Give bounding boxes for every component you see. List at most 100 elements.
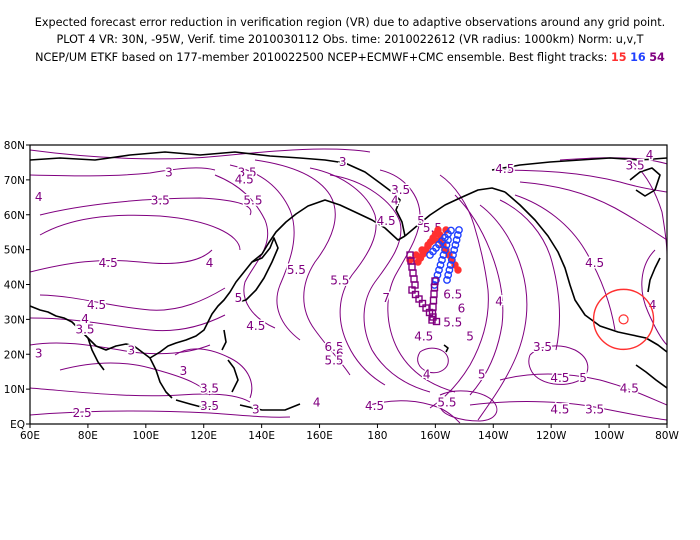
track-16-marker bbox=[443, 276, 451, 284]
contour-line bbox=[30, 342, 211, 355]
track-16-marker bbox=[436, 261, 445, 269]
contour-line bbox=[59, 362, 211, 396]
contour-line bbox=[39, 197, 252, 216]
track-16-marker bbox=[435, 266, 443, 274]
contour-label: 3.5 bbox=[75, 322, 94, 336]
contour-label: 7 bbox=[382, 291, 390, 305]
lat-tick-label: 70N bbox=[4, 175, 25, 187]
track-16-marker bbox=[445, 266, 454, 274]
track-54-label: 54 bbox=[649, 51, 665, 64]
track-16-marker bbox=[452, 236, 461, 244]
contour-label: 3.5 bbox=[533, 340, 552, 354]
lon-tick-label: 120E bbox=[190, 430, 217, 442]
contour-label: 5.5 bbox=[437, 396, 456, 410]
alaska-coast bbox=[404, 187, 506, 237]
contour-label: 2.5 bbox=[73, 406, 92, 420]
verification-region-circle bbox=[592, 288, 655, 351]
track-16-marker bbox=[444, 271, 453, 279]
japan-islands bbox=[237, 237, 279, 303]
contour-label: 3.5 bbox=[626, 158, 645, 172]
lon-tick-label: 60E bbox=[20, 430, 40, 442]
contour-line bbox=[519, 181, 667, 241]
lon-tick-label: 140W bbox=[478, 430, 509, 442]
track-16-marker bbox=[455, 226, 463, 234]
contour-line bbox=[309, 167, 386, 386]
lat-tick-label: EQ bbox=[10, 419, 25, 431]
contour-label: 5 bbox=[478, 368, 486, 382]
contour-label: 4.5 bbox=[377, 214, 396, 228]
contour-label: 4 bbox=[313, 396, 321, 410]
contour-line bbox=[39, 287, 226, 311]
verification-region-center bbox=[618, 314, 629, 325]
contour-label: 4.5 bbox=[550, 403, 569, 417]
asia-east-south-coast bbox=[30, 199, 406, 359]
lon-tick-label: 120W bbox=[536, 430, 567, 442]
contour-line bbox=[30, 148, 371, 160]
contour-label: 6 bbox=[458, 301, 466, 315]
contour-label: 3.5 bbox=[151, 193, 170, 207]
track-16-marker bbox=[449, 251, 457, 259]
lat-tick-label: 20N bbox=[4, 349, 25, 361]
track-16-marker bbox=[453, 231, 462, 239]
lat-tick-label: 50N bbox=[4, 245, 25, 257]
lon-tick-label: 180 bbox=[367, 430, 387, 442]
lat-tick-label: 10N bbox=[4, 384, 25, 396]
contour-label: 4.5 bbox=[620, 382, 639, 396]
track-16-marker bbox=[451, 241, 460, 249]
new-guinea-coast bbox=[239, 403, 301, 411]
malay-peninsula bbox=[149, 357, 173, 399]
lon-tick-label: 160W bbox=[420, 430, 451, 442]
contour-label: 3 bbox=[165, 165, 173, 179]
lat-tick-label: 30N bbox=[4, 314, 25, 326]
contour-label: 5 bbox=[579, 371, 587, 385]
contour-label: 5 bbox=[466, 329, 474, 343]
borneo-coast bbox=[175, 399, 216, 409]
track-16-marker bbox=[441, 246, 449, 254]
contour-label: 4.5 bbox=[365, 399, 384, 413]
contour-label: 4.5 bbox=[246, 319, 265, 333]
track-15-marker bbox=[434, 226, 442, 234]
contour-label: 3 bbox=[35, 347, 43, 361]
contour-label: 3.5 bbox=[200, 382, 219, 396]
contour-label: 3 bbox=[339, 155, 347, 169]
track-16-marker bbox=[432, 276, 440, 284]
contour-label: 4.5 bbox=[495, 162, 514, 176]
contour-label: 5.5 bbox=[243, 193, 262, 207]
contour-label: 4 bbox=[81, 312, 89, 326]
contour-line bbox=[499, 373, 667, 406]
contour-label: 3.5 bbox=[200, 399, 219, 413]
contour-label: 4.5 bbox=[550, 371, 569, 385]
contour-label: 4.5 bbox=[235, 172, 254, 186]
track-54-marker bbox=[432, 317, 441, 326]
contour-line bbox=[30, 410, 291, 418]
contour-label: 6.5 bbox=[324, 340, 343, 354]
header-line-2: PLOT 4 VR: 30N, -95W, Verif. time 201003… bbox=[56, 33, 644, 46]
contour-label: 5.5 bbox=[324, 354, 343, 368]
contour-label: 6 bbox=[336, 347, 344, 361]
contour-line bbox=[254, 159, 351, 376]
contour-line bbox=[329, 174, 431, 393]
track-15-label: 15 bbox=[610, 51, 627, 64]
hawaii bbox=[443, 344, 449, 353]
contour-line bbox=[30, 249, 213, 273]
contour-label: 4 bbox=[423, 368, 431, 382]
taiwan bbox=[221, 329, 227, 351]
contour-label: 4.5 bbox=[414, 329, 433, 343]
contour-line bbox=[417, 347, 449, 374]
contour-line bbox=[30, 167, 216, 177]
contour-line bbox=[641, 249, 667, 346]
header-line-1: Expected forecast error reduction in ver… bbox=[34, 16, 666, 29]
contour-lines bbox=[30, 148, 667, 424]
coastlines bbox=[30, 151, 667, 411]
contour-line bbox=[369, 400, 461, 424]
track-16-marker bbox=[446, 261, 455, 269]
lat-tick-label: 80N bbox=[4, 140, 25, 152]
track-16-marker bbox=[447, 256, 456, 264]
philippines bbox=[227, 359, 239, 393]
india-coast bbox=[87, 337, 105, 371]
contour-label: 3 bbox=[252, 403, 260, 417]
contour-label: 5.5 bbox=[287, 263, 306, 277]
track-54-marker bbox=[431, 277, 439, 285]
contour-line bbox=[514, 194, 616, 331]
